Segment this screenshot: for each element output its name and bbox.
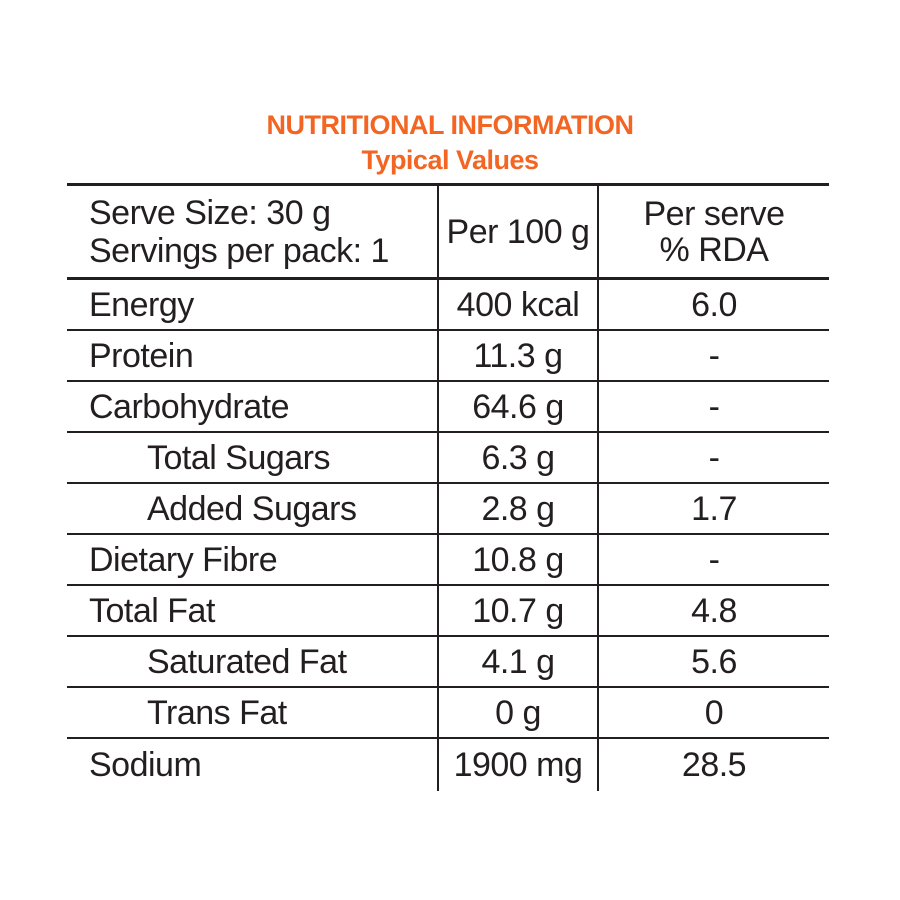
rda-value: - — [598, 330, 829, 382]
per-100g-value: 0 g — [437, 687, 599, 739]
table-row: Total Sugars 6.3 g - — [67, 432, 829, 484]
per-100g-value: 6.3 g — [437, 432, 599, 484]
nutrient-name: Protein — [67, 330, 438, 382]
nutrient-name: Saturated Fat — [67, 636, 438, 688]
nutrient-name: Carbohydrate — [67, 381, 438, 433]
rda-value: 5.6 — [598, 636, 829, 688]
serving-info-cell: Serve Size: 30 g Servings per pack: 1 — [67, 183, 438, 280]
serve-size: Serve Size: 30 g — [89, 193, 331, 232]
table-header-row: Serve Size: 30 g Servings per pack: 1 Pe… — [67, 183, 829, 280]
nutrient-name: Total Sugars — [67, 432, 438, 484]
table-row: Sodium 1900 mg 28.5 — [67, 738, 829, 791]
nutrient-name: Total Fat — [67, 585, 438, 637]
per-100g-value: 64.6 g — [437, 381, 599, 433]
table-row: Added Sugars 2.8 g 1.7 — [67, 483, 829, 535]
nutrition-table: Serve Size: 30 g Servings per pack: 1 Pe… — [67, 183, 829, 791]
per-100g-value: 2.8 g — [437, 483, 599, 535]
rda-value: 4.8 — [598, 585, 829, 637]
per-serve-rda-header: Per serve % RDA — [598, 183, 829, 280]
rda-value: - — [598, 534, 829, 586]
rda-value: 28.5 — [681, 746, 747, 784]
per-100g-value: 1900 mg — [437, 738, 599, 791]
table-row: Saturated Fat 4.1 g 5.6 — [67, 636, 829, 688]
rda-label: % RDA — [659, 230, 769, 269]
rda-value: 6.0 — [598, 278, 829, 331]
table-row: Carbohydrate 64.6 g - — [67, 381, 829, 433]
per-serve-label: Per serve — [643, 194, 786, 233]
table-row: Total Fat 10.7 g 4.8 — [67, 585, 829, 637]
nutrient-name: Trans Fat — [67, 687, 438, 739]
table-row: Energy 400 kcal 6.0 — [67, 278, 829, 331]
rda-value: - — [598, 381, 829, 433]
nutrient-name: Dietary Fibre — [67, 534, 438, 586]
table-row: Dietary Fibre 10.8 g - — [67, 534, 829, 586]
nutrient-name: Sodium — [89, 746, 202, 784]
per-100g-value: 10.7 g — [437, 585, 599, 637]
per-100g-header: Per 100 g — [437, 183, 599, 280]
per-100g-value: 11.3 g — [437, 330, 599, 382]
rda-value: - — [598, 432, 829, 484]
servings-per-pack: Servings per pack: 1 — [89, 231, 389, 270]
table-row: Trans Fat 0 g 0 — [67, 687, 829, 739]
nutrient-name: Energy — [67, 278, 438, 331]
per-100g-value: 4.1 g — [437, 636, 599, 688]
per-100g-value: 10.8 g — [437, 534, 599, 586]
title: NUTRITIONAL INFORMATION — [266, 110, 634, 140]
rda-value: 1.7 — [598, 483, 829, 535]
rda-value: 0 — [598, 687, 829, 739]
table-row: Protein 11.3 g - — [67, 330, 829, 382]
subtitle: Typical Values — [361, 145, 539, 175]
per-100g-value: 400 kcal — [437, 278, 599, 331]
nutrient-name: Added Sugars — [67, 483, 438, 535]
